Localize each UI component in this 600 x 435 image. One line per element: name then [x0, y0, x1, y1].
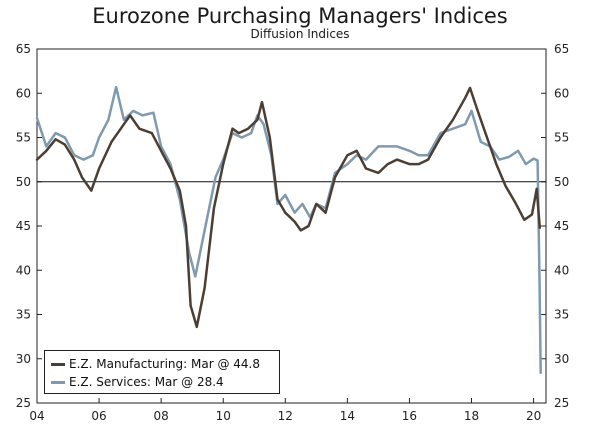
y-tick-label-left: 60	[16, 86, 31, 100]
y-tick-label-right: 40	[554, 263, 569, 277]
y-tick-label-right: 55	[554, 131, 569, 145]
x-tick-label: 16	[402, 409, 417, 423]
series-line-manufacturing	[35, 86, 542, 329]
series-line-services	[35, 85, 542, 375]
chart-subtitle: Diffusion Indices	[250, 27, 350, 41]
y-tick-label-left: 55	[16, 131, 31, 145]
y-tick-label-left: 40	[16, 263, 31, 277]
y-tick-label-left: 30	[16, 352, 31, 366]
y-tick-label-left: 45	[16, 219, 31, 233]
x-tick-label: 18	[464, 409, 479, 423]
y-tick-label-right: 65	[554, 42, 569, 56]
y-tick-label-right: 50	[554, 175, 569, 189]
legend-swatch-manufacturing	[51, 362, 65, 366]
x-tick-label: 08	[154, 409, 169, 423]
y-tick-label-right: 25	[554, 396, 569, 410]
chart-legend: E.Z. Manufacturing: Mar @ 44.8 E.Z. Serv…	[44, 350, 280, 394]
y-tick-label-left: 50	[16, 175, 31, 189]
y-tick-label-right: 30	[554, 352, 569, 366]
y-tick-label-right: 35	[554, 308, 569, 322]
y-tick-label-right: 45	[554, 219, 569, 233]
legend-item-services: E.Z. Services: Mar @ 28.4	[51, 374, 224, 390]
x-tick-label: 14	[340, 409, 355, 423]
legend-label-services: E.Z. Services: Mar @ 28.4	[69, 375, 224, 389]
y-tick-label-left: 35	[16, 308, 31, 322]
x-tick-label: 06	[91, 409, 106, 423]
chart-title: Eurozone Purchasing Managers' Indices	[92, 4, 508, 28]
x-tick-label: 04	[29, 409, 44, 423]
y-tick-label-left: 65	[16, 42, 31, 56]
axis-ticks: 25 25 30 30 35 35 40 40 45 45 50 50 55 55 60 60 65 65 04 06…	[16, 42, 570, 423]
series-group	[35, 85, 542, 375]
legend-label-manufacturing: E.Z. Manufacturing: Mar @ 44.8	[69, 357, 260, 371]
x-tick-label: 10	[216, 409, 231, 423]
y-tick-label-left: 25	[16, 396, 31, 410]
y-tick-label-right: 60	[554, 86, 569, 100]
legend-item-manufacturing: E.Z. Manufacturing: Mar @ 44.8	[51, 356, 260, 372]
legend-swatch-services	[51, 380, 65, 384]
x-tick-label: 12	[278, 409, 293, 423]
x-tick-label: 20	[526, 409, 541, 423]
